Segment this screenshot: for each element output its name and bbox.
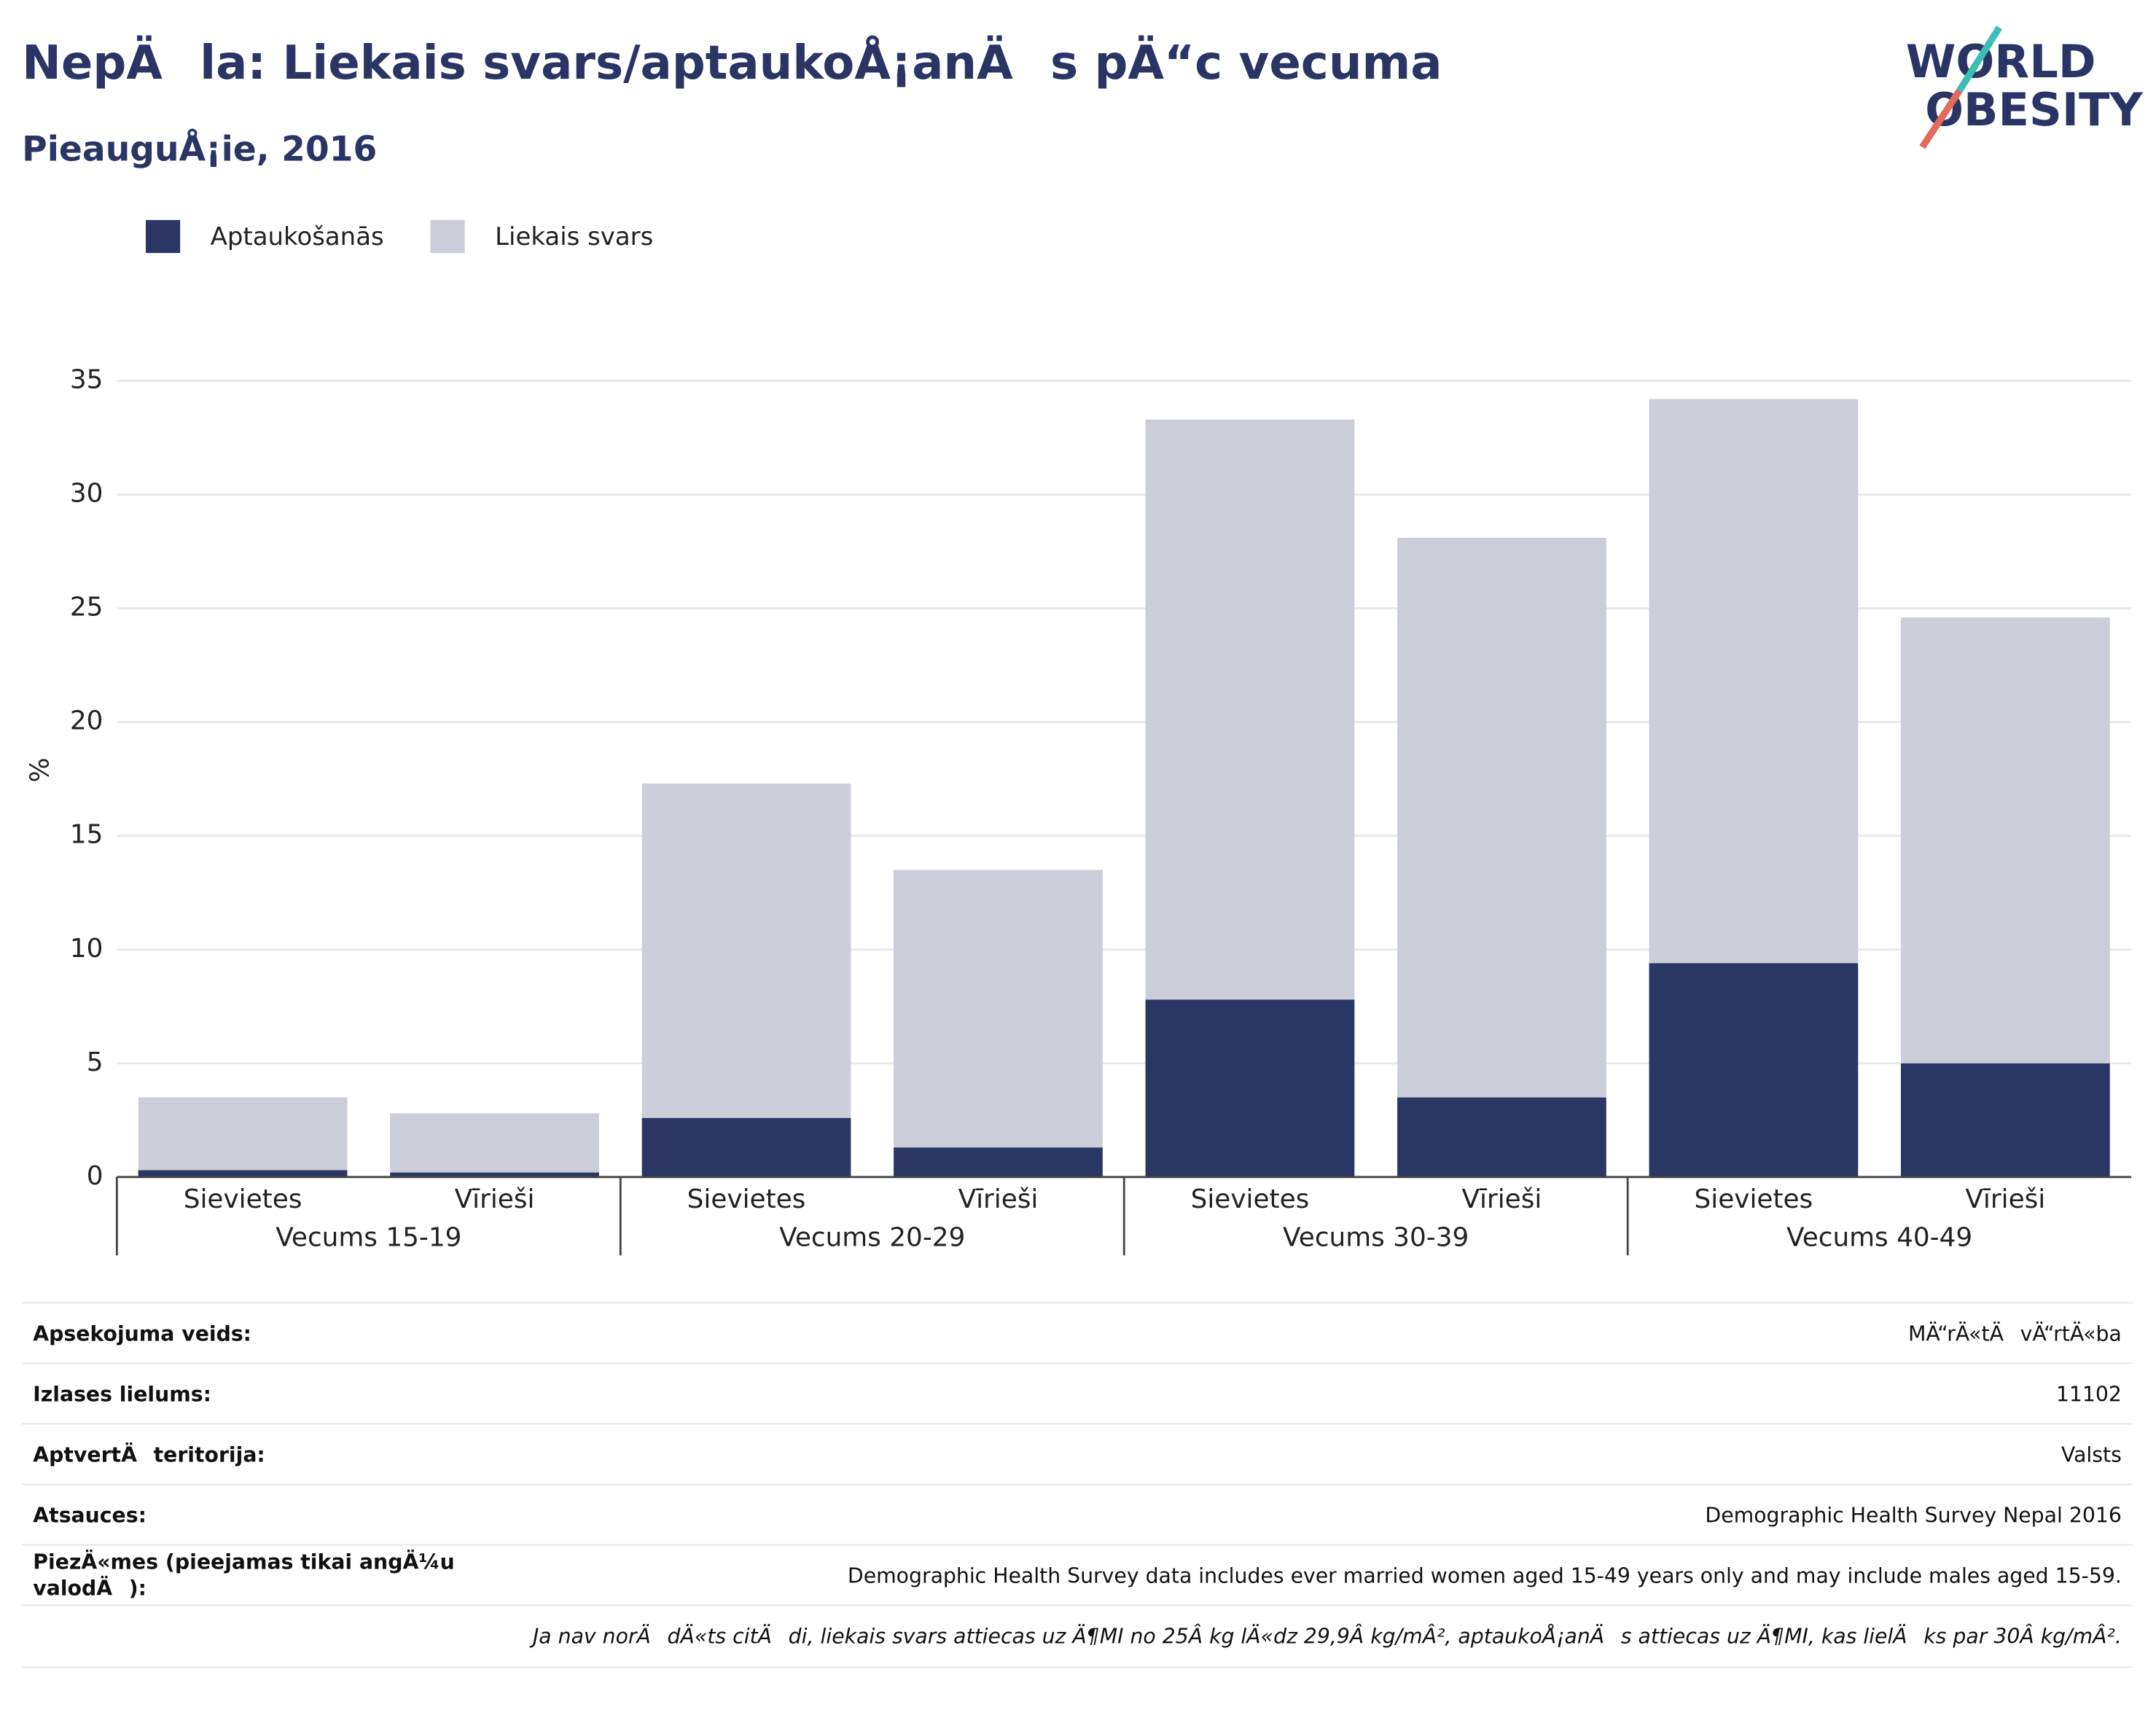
y-tick-label: 15 (70, 820, 103, 850)
row-value: 11102 (2055, 1380, 2122, 1406)
bar-segment (1145, 999, 1355, 1177)
chart-title: NepÄla: Liekais svars/aptaukoÅ¡anÄs pÄ… (22, 35, 1442, 90)
row-value: Demographic Health Survey Nepal 2016 (1705, 1502, 2122, 1527)
legend-swatch (145, 219, 181, 254)
bar-segment (894, 1147, 1103, 1177)
bar-segment (1397, 1097, 1606, 1177)
group-label: Vecums 40-49 (1786, 1223, 1972, 1253)
y-tick-label: 5 (87, 1047, 103, 1077)
row-label: AptvertÄteritorija: (33, 1441, 265, 1467)
row-label: PiezÄ«mes (pieejamas tikai angÄ¼u valodÄ… (33, 1549, 455, 1600)
y-tick-label: 0 (87, 1161, 103, 1191)
x-tick-label: Vīrieši (455, 1184, 535, 1214)
bar-segment (641, 783, 851, 1118)
table-row: AptvertÄteritorija: Valsts (22, 1423, 2133, 1484)
bar-segment (390, 1113, 599, 1173)
x-tick-label: Sievietes (1191, 1184, 1310, 1214)
bar-segment (1649, 963, 1859, 1177)
y-tick-label: 30 (70, 479, 103, 509)
bar-segment (1397, 537, 1606, 1098)
row-label: Izlases lielums: (33, 1380, 211, 1406)
row-value: Valsts (2061, 1441, 2122, 1467)
x-tick-label: Vīrieši (958, 1184, 1039, 1214)
table-row: PiezÄ«mes (pieejamas tikai angÄ¼u valodÄ… (22, 1544, 2133, 1605)
y-tick-label: 20 (70, 706, 103, 736)
legend-label: Liekais svars (495, 222, 653, 251)
legend-label: Aptaukošanās (211, 222, 384, 251)
y-tick-label: 25 (70, 593, 103, 622)
bar-segment (1649, 399, 1859, 964)
table-row: Atsauces: Demographic Health Survey Nepal… (22, 1483, 2133, 1544)
x-tick-label: Vīrieši (1462, 1184, 1542, 1214)
info-table: Apsekojuma veids: MÄ“rÄ«tÄvÄ“rtÄ«ba Izlas… (22, 1302, 2133, 1668)
bar-segment (138, 1097, 348, 1171)
row-label: Atsauces: (33, 1502, 147, 1527)
logo-text: WORLD (1906, 35, 2096, 88)
footnote: Ja nav norÄdÄ«ts citÄdi, liekais svars… (22, 1604, 2133, 1668)
x-tick-label: Sievietes (687, 1184, 806, 1214)
logo-slash (1919, 88, 1963, 149)
chart-subtitle: PieauguÅ¡ie, 2016 (22, 128, 377, 170)
y-axis-label: % (26, 757, 55, 782)
bar-segment (390, 1172, 599, 1177)
logo-slash (1956, 26, 2002, 93)
legend-swatch (430, 219, 465, 254)
x-tick-label: Sievietes (184, 1184, 302, 1214)
y-tick-label: 35 (70, 365, 103, 395)
bar-segment (138, 1170, 348, 1177)
x-tick-label: Vīrieši (1965, 1184, 2045, 1214)
chart: NepÄla: Liekais svars/aptaukoÅ¡anÄs pÄ… (22, 26, 2143, 1256)
bar-segment (1900, 617, 2110, 1063)
row-value: Demographic Health Survey data includes … (847, 1563, 2122, 1587)
table-row: Izlases lielums: 11102 (22, 1362, 2133, 1423)
bar-segment (1145, 419, 1355, 1000)
row-label: Apsekojuma veids: (33, 1320, 252, 1346)
x-tick-label: Sievietes (1695, 1184, 1813, 1214)
group-label: Vecums 20-29 (779, 1223, 965, 1253)
row-value: MÄ“rÄ«tÄvÄ“rtÄ«ba (1907, 1320, 2122, 1346)
bar-segment (1900, 1063, 2110, 1177)
group-label: Vecums 30-39 (1283, 1223, 1469, 1253)
bar-segment (641, 1117, 851, 1177)
table-row: Apsekojuma veids: MÄ“rÄ«tÄvÄ“rtÄ«ba (22, 1302, 2133, 1363)
group-label: Vecums 15-19 (276, 1223, 461, 1253)
bar-segment (894, 870, 1103, 1148)
y-tick-label: 10 (70, 934, 103, 964)
